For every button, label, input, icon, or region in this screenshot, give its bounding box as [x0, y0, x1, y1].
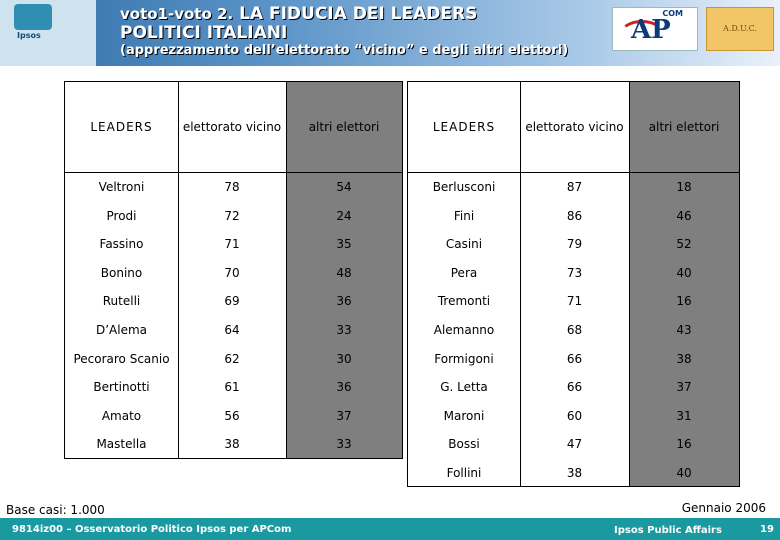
- column-divider: [629, 82, 630, 486]
- leader-name: Bossi: [448, 437, 480, 452]
- altri-elettori-value: 36: [336, 294, 352, 309]
- aduc-logo: A.D.U.C.: [706, 7, 774, 51]
- altri-elettori-value: 43: [676, 323, 692, 337]
- altri-elettori-value: 31: [676, 408, 692, 423]
- altri-elettori-value: 40: [676, 265, 692, 280]
- header-separator: [408, 172, 739, 173]
- altri-elettori-value: 40: [676, 466, 692, 480]
- leader-name: Fini: [453, 208, 475, 223]
- apcom-swoosh: [619, 20, 665, 50]
- footer-company: Ipsos Public Affairs: [614, 525, 722, 536]
- altri-elettori-value: 24: [336, 208, 352, 223]
- elettorato-vicino-value: 79: [566, 237, 583, 252]
- header-leaders: LEADERS: [432, 120, 496, 134]
- elettorato-vicino-value: 38: [224, 437, 240, 452]
- title-main-1: LA FIDUCIA DEI LEADERS: [239, 4, 478, 24]
- elettorato-vicino-value: 64: [224, 323, 240, 337]
- ipsos-logo-text: Ipsos: [17, 31, 41, 40]
- leader-name: Rutelli: [102, 294, 141, 309]
- elettorato-vicino-value: 71: [566, 294, 583, 309]
- leader-name: D’Alema: [95, 323, 148, 337]
- leader-name: Prodi: [106, 208, 137, 223]
- elettorato-vicino-value: 61: [224, 380, 240, 395]
- altri-elettori-value: 35: [336, 237, 352, 252]
- leader-name: Pecoraro Scanio: [73, 351, 170, 366]
- leader-name: Bonino: [100, 265, 143, 280]
- header-separator: [65, 172, 402, 173]
- leader-name: Follini: [446, 466, 482, 480]
- altri-elettori-value: 36: [336, 380, 352, 395]
- elettorato-vicino-value: 73: [566, 265, 583, 280]
- slide-title: voto1-voto 2. LA FIDUCIA DEI LEADERS POL…: [120, 4, 568, 58]
- apcom-logo-ap: AP: [631, 15, 671, 45]
- elettorato-vicino-value: 38: [566, 466, 583, 480]
- page-number: 19: [760, 524, 774, 535]
- leader-name: Maroni: [443, 408, 485, 423]
- header-elettorato-vicino: elettorato vicino: [182, 120, 282, 134]
- footer-bar: 9814iz00 – Osservatorio Politico Ipsos p…: [0, 518, 780, 540]
- elettorato-vicino-value: 78: [224, 180, 240, 194]
- leader-name: Bertinotti: [93, 380, 150, 395]
- leader-name: Casini: [445, 237, 483, 252]
- header-elettorato-vicino: elettorato vicino: [525, 120, 624, 134]
- leader-name: Fassino: [99, 237, 144, 252]
- base-casi: Base casi: 1.000: [6, 503, 105, 517]
- altri-elettori-value: 46: [676, 208, 692, 223]
- elettorato-vicino-value: 70: [224, 265, 240, 280]
- altri-elettori-value: 16: [676, 294, 692, 309]
- altri-elettori-value: 37: [336, 408, 352, 423]
- elettorato-vicino-value: 62: [224, 351, 240, 366]
- leader-name: Alemanno: [433, 323, 495, 337]
- elettorato-vicino-value: 71: [224, 237, 240, 252]
- altri-elettori-value: 38: [676, 351, 692, 366]
- altri-elettori-value: 33: [336, 437, 352, 452]
- leader-name: Amato: [101, 408, 142, 423]
- survey-date: Gennaio 2006: [681, 501, 766, 515]
- right-leaders-table: LEADERS elettorato vicino altri elettori Be…: [407, 81, 740, 487]
- title-main-2: POLITICI ITALIANI: [120, 23, 288, 43]
- elettorato-vicino-value: 68: [566, 323, 583, 337]
- elettorato-vicino-value: 66: [566, 380, 583, 395]
- ipsos-logo-mark: [14, 4, 52, 30]
- altri-elettori-value: 30: [336, 351, 352, 366]
- altri-elettori-value: 16: [676, 437, 692, 452]
- leader-name: Formigoni: [434, 351, 494, 366]
- elettorato-vicino-value: 86: [566, 208, 583, 223]
- altri-column-shading: [629, 82, 739, 486]
- altri-elettori-value: 54: [336, 180, 352, 194]
- elettorato-vicino-value: 87: [566, 180, 583, 194]
- leader-name: Pera: [450, 265, 478, 280]
- leader-name: Berlusconi: [432, 180, 496, 194]
- leader-name: Veltroni: [98, 180, 145, 194]
- subtitle: (apprezzamento dell’elettorato “vicino” …: [120, 43, 569, 58]
- ipsos-logo: Ipsos: [0, 0, 96, 66]
- footer-source: 9814iz00 – Osservatorio Politico Ipsos p…: [12, 524, 292, 535]
- column-divider: [520, 82, 521, 486]
- apcom-logo: AP COM: [612, 7, 698, 51]
- left-leaders-table: LEADERS elettorato vicino altri elettori Ve…: [64, 81, 403, 459]
- column-divider: [178, 82, 179, 458]
- elettorato-vicino-value: 66: [566, 351, 583, 366]
- altri-elettori-value: 52: [676, 237, 692, 252]
- elettorato-vicino-value: 47: [566, 437, 583, 452]
- leader-name: Tremonti: [437, 294, 491, 309]
- leader-name: G. Letta: [440, 380, 488, 395]
- altri-elettori-value: 48: [336, 265, 352, 280]
- apcom-logo-com: COM: [662, 9, 683, 18]
- elettorato-vicino-value: 72: [224, 208, 240, 223]
- altri-elettori-value: 18: [676, 180, 692, 194]
- header-altri-elettori: altri elettori: [648, 120, 720, 134]
- altri-column-shading: [286, 82, 402, 458]
- header-leaders: LEADERS: [90, 120, 153, 134]
- header-altri-elettori: altri elettori: [308, 120, 380, 134]
- title-prefix: voto1-voto 2.: [120, 5, 234, 23]
- altri-elettori-value: 33: [336, 323, 352, 337]
- elettorato-vicino-value: 56: [224, 408, 240, 423]
- elettorato-vicino-value: 69: [224, 294, 240, 309]
- altri-elettori-value: 37: [676, 380, 692, 395]
- leader-name: Mastella: [96, 437, 147, 452]
- elettorato-vicino-value: 60: [566, 408, 583, 423]
- column-divider: [286, 82, 287, 458]
